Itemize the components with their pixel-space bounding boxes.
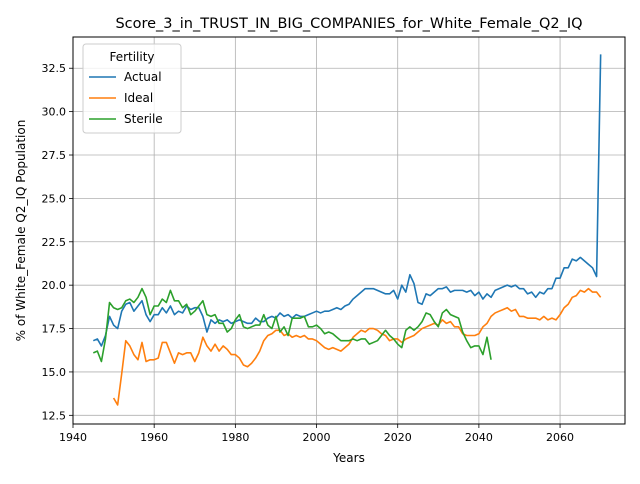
y-axis-label: % of White_Female Q2_IQ Population [14, 120, 28, 342]
legend-label-sterile: Sterile [124, 112, 163, 126]
x-tick-label: 2000 [303, 431, 331, 444]
y-tick-label: 22.5 [42, 236, 67, 249]
x-tick-label: 1960 [140, 431, 168, 444]
y-tick-label: 27.5 [42, 149, 67, 162]
legend: Fertility Actual Ideal Sterile [82, 43, 182, 134]
plot-frame [72, 36, 626, 425]
chart-title: Score_3_in_TRUST_IN_BIG_COMPANIES_for_Wh… [115, 16, 582, 32]
y-tick-label: 25.0 [42, 192, 67, 205]
series-line-ideal [112, 287, 602, 406]
y-tick-label: 17.5 [42, 323, 67, 336]
x-axis-label: Years [332, 451, 365, 465]
legend-entries: Actual Ideal Sterile [89, 70, 163, 126]
x-tick-label: 2060 [546, 431, 574, 444]
x-tick-label: 1980 [221, 431, 249, 444]
series-lines [92, 54, 602, 406]
y-tick-label: 30.0 [42, 106, 67, 119]
y-tick-label: 32.5 [42, 62, 67, 75]
y-axis-ticks: 12.5 15.0 17.5 20.0 22.5 25.0 27.5 30.0 32.5 [42, 62, 73, 422]
y-tick-label: 15.0 [42, 366, 67, 379]
legend-title: Fertility [109, 50, 154, 64]
legend-label-actual: Actual [124, 70, 162, 84]
x-axis-ticks: 1940 1960 1980 2000 2020 2040 2060 [59, 424, 574, 444]
series-line-sterile [92, 287, 492, 363]
x-tick-label: 1940 [59, 431, 87, 444]
series-line-actual [92, 54, 602, 347]
x-tick-label: 2040 [465, 431, 493, 444]
grid [72, 37, 625, 424]
legend-box [82, 43, 182, 134]
x-tick-label: 2020 [384, 431, 412, 444]
y-tick-label: 20.0 [42, 279, 67, 292]
legend-label-ideal: Ideal [124, 91, 153, 105]
y-tick-label: 12.5 [42, 409, 67, 422]
